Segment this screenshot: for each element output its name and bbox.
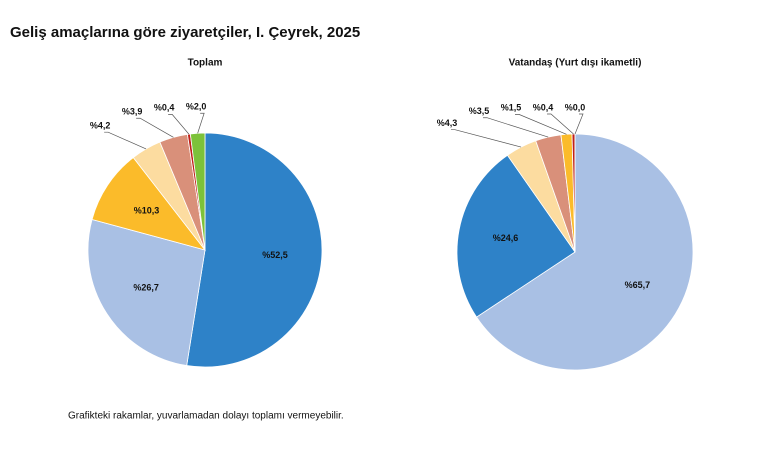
pie-slice <box>189 132 206 251</box>
slice-label: %3,9 <box>122 107 143 117</box>
leader-line <box>104 131 147 150</box>
slice-label: %24,6 <box>493 233 519 243</box>
leader-line <box>483 117 549 138</box>
pie-slice <box>456 154 576 318</box>
pie-slice <box>186 132 323 368</box>
leader-line <box>136 117 174 138</box>
leader-line <box>197 112 205 134</box>
slice-label: %3,5 <box>469 106 490 116</box>
slice-label: %1,5 <box>501 103 522 113</box>
footnote: Grafikteki rakamlar, yuvarlamadan dolayı… <box>68 411 344 422</box>
leader-line <box>451 129 522 148</box>
slice-label: %52,5 <box>262 250 288 260</box>
pie-title: Toplam <box>188 58 223 69</box>
slice-label: %26,7 <box>133 283 159 293</box>
slice-label: %10,3 <box>134 205 160 215</box>
pie-slice <box>476 133 694 371</box>
slice-label: %0,4 <box>533 102 554 112</box>
leader-line <box>515 114 567 135</box>
leader-line <box>547 113 574 135</box>
pie-title: Vatandaş (Yurt dışı ikametli) <box>509 58 642 69</box>
slice-label: %65,7 <box>625 280 651 290</box>
chart-title: Geliş amaçlarına göre ziyaretçiler, I. Ç… <box>10 24 360 41</box>
slice-label: %0,4 <box>154 103 175 113</box>
slice-label: %2,0 <box>186 102 207 112</box>
slice-label: %0,0 <box>565 102 586 112</box>
slice-label: %4,3 <box>437 118 458 128</box>
leader-line <box>574 113 584 135</box>
pie-slice <box>87 218 206 367</box>
slice-label: %4,2 <box>90 121 111 131</box>
leader-line <box>168 113 190 135</box>
pie-slice <box>91 156 207 251</box>
